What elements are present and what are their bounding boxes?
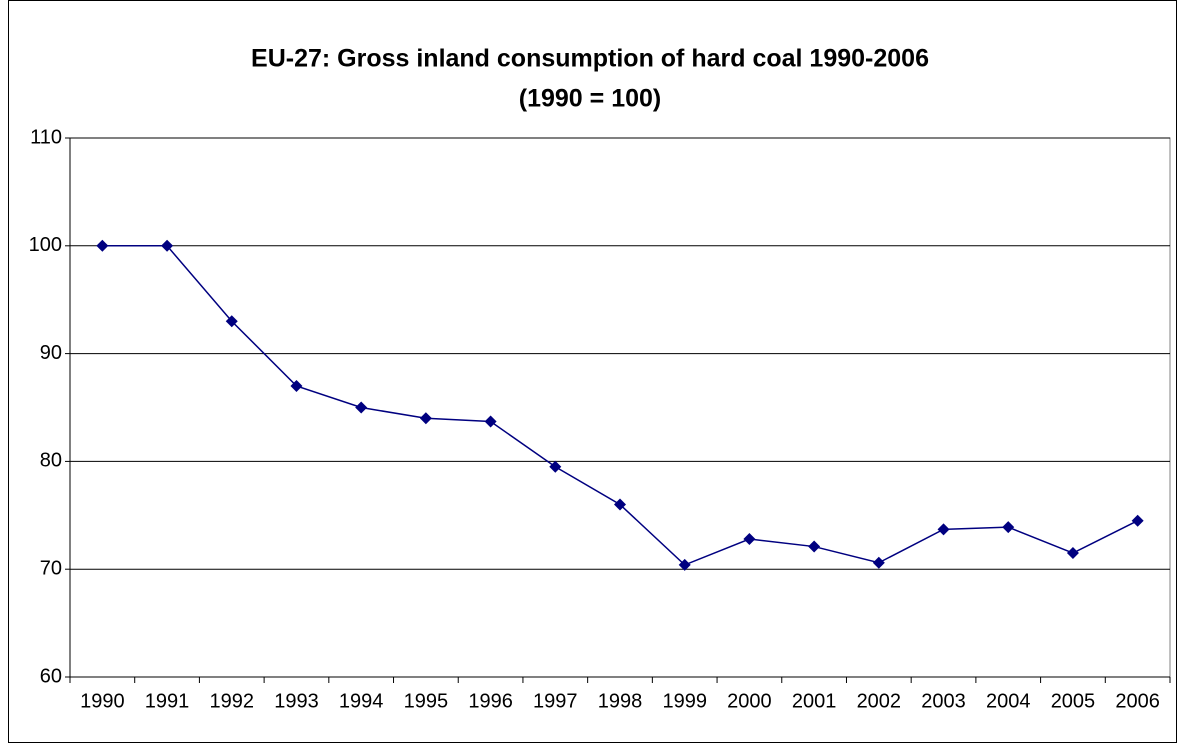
y-tick-label: 60 <box>40 665 62 687</box>
marker <box>614 498 626 511</box>
plot-area <box>69 137 1171 678</box>
x-tick-label: 1991 <box>145 690 190 712</box>
marker <box>743 533 756 546</box>
marker <box>678 558 691 571</box>
x-tick-label: 2000 <box>727 690 772 712</box>
marker <box>290 379 303 392</box>
x-tick-label: 1990 <box>80 690 125 712</box>
x-tick-label: 2002 <box>857 690 902 712</box>
marker <box>161 239 174 252</box>
marker <box>225 315 238 328</box>
marker <box>937 523 950 536</box>
marker <box>96 239 109 252</box>
y-tick-label: 90 <box>40 342 62 364</box>
marker <box>1066 547 1079 560</box>
x-tick-label: 1992 <box>210 690 255 712</box>
marker <box>355 401 368 414</box>
x-tick-label: 1995 <box>404 690 449 712</box>
x-tick-label: 1999 <box>662 690 707 712</box>
y-tick-label: 100 <box>29 234 62 256</box>
marker <box>808 540 821 553</box>
chart-title: EU-27: Gross inland consumption of hard … <box>251 45 929 73</box>
x-tick-label: 1993 <box>274 690 319 712</box>
x-tick-label: 2003 <box>921 690 966 712</box>
y-tick-label: 80 <box>40 450 62 472</box>
y-tick-label: 110 <box>30 126 62 148</box>
x-tick-label: 2005 <box>1051 690 1096 712</box>
marker <box>872 556 885 569</box>
x-tick-label: 2001 <box>792 690 837 712</box>
marker <box>484 415 497 428</box>
x-tick-label: 2004 <box>986 690 1031 712</box>
y-tick-label: 70 <box>40 557 62 579</box>
marker <box>419 412 432 425</box>
marker <box>1131 514 1144 527</box>
x-tick-label: 1997 <box>533 690 578 712</box>
x-tick-label: 2006 <box>1115 690 1160 712</box>
marker <box>1002 521 1015 534</box>
chart-subtitle: (1990 = 100) <box>519 85 661 113</box>
x-tick-label: 1994 <box>339 690 384 712</box>
marker <box>549 460 562 473</box>
x-tick-label: 1996 <box>468 690 513 712</box>
x-tick-label: 1998 <box>598 690 643 712</box>
